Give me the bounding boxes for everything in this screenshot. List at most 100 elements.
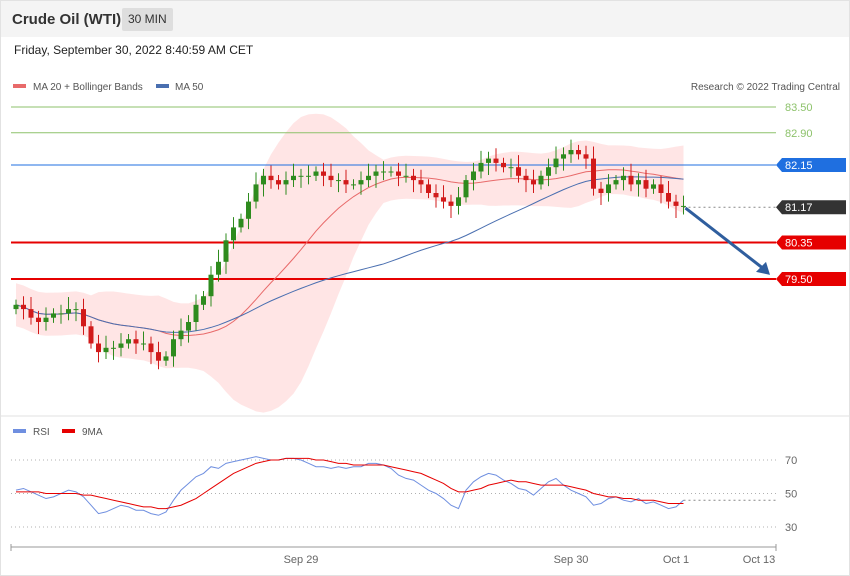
time-label-oct-13: Oct 13 xyxy=(743,554,775,566)
rsi-ma-legend-label: 9MA xyxy=(82,427,103,438)
candle xyxy=(261,168,266,197)
candle xyxy=(598,181,604,206)
bollinger-band-area xyxy=(16,113,684,413)
candle-body xyxy=(231,227,236,241)
candle-body xyxy=(441,197,446,202)
candle-body xyxy=(463,180,469,198)
candle xyxy=(253,172,259,209)
interval-badge[interactable]: 30 MIN xyxy=(122,8,173,31)
candle xyxy=(568,139,574,163)
time-label-sep-29: Sep 29 xyxy=(284,554,319,566)
candle-body xyxy=(471,171,476,181)
candle-body xyxy=(148,343,154,353)
candle xyxy=(88,321,94,349)
chart-datetime: Friday, September 30, 2022 8:40:59 AM CE… xyxy=(14,43,254,57)
candle-body xyxy=(88,326,94,344)
ma20-legend-label: MA 20 + Bollinger Bands xyxy=(33,82,143,93)
candle-body xyxy=(658,184,664,193)
candle-body xyxy=(133,339,139,344)
price-legend: MA 20 + Bollinger Bands MA 50 Research ©… xyxy=(13,82,840,93)
candle xyxy=(321,162,326,187)
candle xyxy=(403,163,409,183)
level-tag-81.17 xyxy=(776,200,846,215)
ma50-legend-label: MA 50 xyxy=(175,82,204,93)
candle-body xyxy=(411,175,416,181)
candle-body xyxy=(501,162,506,168)
candle xyxy=(643,169,649,198)
candle xyxy=(358,171,364,195)
price-levels: 83.50 82.90 82.15 81.17 80.35 79.50 xyxy=(11,102,846,286)
candle xyxy=(118,333,124,357)
instrument-title: Crude Oil (WTI) xyxy=(12,11,122,28)
candle-body xyxy=(276,180,281,185)
rsi-legend-swatch xyxy=(13,429,26,433)
candle-body xyxy=(636,180,641,185)
candle xyxy=(516,155,521,183)
candle-body xyxy=(216,261,221,275)
candle-body xyxy=(403,175,409,177)
candle xyxy=(523,168,529,193)
candle xyxy=(21,296,26,320)
candle xyxy=(673,194,679,218)
candle xyxy=(493,148,499,172)
candle-body xyxy=(178,330,184,340)
candle-body xyxy=(193,304,199,322)
candle xyxy=(681,195,686,215)
candle xyxy=(471,162,476,191)
candle-body xyxy=(568,150,574,155)
candle xyxy=(268,165,274,189)
candle xyxy=(418,169,424,193)
candle-body xyxy=(313,171,319,176)
candle xyxy=(621,167,626,191)
candle-body xyxy=(126,339,131,344)
candle-body xyxy=(96,343,101,353)
candle xyxy=(636,173,641,197)
candle-body xyxy=(613,180,619,185)
candle-body xyxy=(561,154,566,159)
candle-body xyxy=(51,313,56,318)
candle-body xyxy=(111,347,116,349)
candle xyxy=(441,185,446,209)
candle xyxy=(103,335,109,359)
candle-body xyxy=(171,339,176,357)
candle xyxy=(553,146,559,175)
candle xyxy=(463,174,469,203)
candle xyxy=(13,299,19,315)
candle-body xyxy=(253,184,259,202)
candle-body xyxy=(606,184,611,193)
candle xyxy=(373,164,379,188)
candle xyxy=(613,174,619,190)
candle-body xyxy=(396,171,401,176)
candle xyxy=(478,150,484,179)
candle-body xyxy=(673,201,679,206)
candle-body xyxy=(583,154,589,159)
candle xyxy=(486,151,491,175)
candle xyxy=(606,174,611,202)
candle-body xyxy=(621,175,626,181)
candle xyxy=(501,157,506,173)
candle-body xyxy=(81,309,86,327)
candle xyxy=(538,170,544,190)
candle-body xyxy=(456,197,461,206)
forecast-arrow xyxy=(684,206,770,275)
candle-body xyxy=(531,180,536,185)
candle-body xyxy=(553,158,559,168)
rsi-tick-70: 70 xyxy=(785,455,797,467)
candle xyxy=(561,147,566,171)
level-label-79.50: 79.50 xyxy=(785,274,813,286)
candle xyxy=(246,193,251,230)
candle-body xyxy=(343,180,349,185)
candle-body xyxy=(516,167,521,176)
candle xyxy=(171,330,176,367)
rsi-ma-line xyxy=(16,457,684,510)
candle-body xyxy=(358,180,364,185)
rsi-legend: RSI 9MA xyxy=(13,427,103,438)
candle-body xyxy=(238,218,244,228)
candle xyxy=(58,304,64,324)
rsi-tick-50: 50 xyxy=(785,489,797,501)
candle xyxy=(66,297,71,321)
level-tag-82.15 xyxy=(776,158,846,173)
candle xyxy=(583,145,589,169)
candle xyxy=(343,169,349,193)
